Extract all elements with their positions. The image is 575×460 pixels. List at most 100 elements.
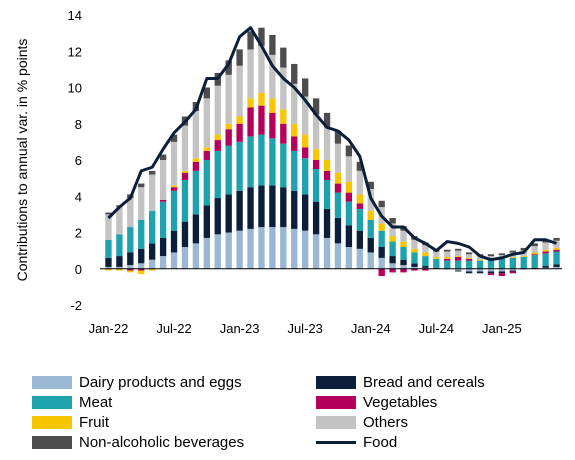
bar-segment (312, 149, 320, 161)
bar-segment (236, 141, 243, 191)
bar-segment (291, 228, 298, 269)
y-tick-label: 12 (68, 44, 82, 59)
bar-segment (105, 214, 112, 240)
bar-segment (258, 185, 265, 228)
bar-segment (170, 134, 178, 142)
bar-segment (302, 147, 309, 159)
bar-segment (487, 256, 495, 260)
legend-swatch (32, 395, 72, 409)
bar-segment (509, 271, 516, 274)
bar-segment (444, 256, 451, 259)
bar-segment (170, 230, 178, 253)
bar-segment (214, 85, 221, 135)
bar-segment (444, 260, 451, 269)
bar-segment (345, 181, 353, 193)
bar-segment (476, 268, 484, 272)
bar-segment (465, 257, 473, 259)
bar-segment (181, 221, 189, 248)
bar-segment (356, 248, 363, 269)
legend-item: Others (316, 412, 408, 432)
bar-segment (476, 271, 484, 274)
bar-segment (323, 208, 331, 238)
bar-segment (378, 200, 385, 208)
bar-segment (203, 150, 210, 160)
bar-segment (553, 264, 560, 267)
bar-segment (116, 234, 123, 257)
bar-segment (356, 208, 363, 231)
bar-segment (345, 225, 353, 247)
bar-segment (181, 125, 189, 171)
bar-segment (192, 161, 200, 171)
bar-segment (159, 199, 167, 202)
x-tick-label: Jan-22 (89, 321, 129, 336)
bar-segment (487, 259, 495, 269)
y-tick-label: 0 (75, 262, 82, 277)
bar-segment (159, 154, 167, 160)
bar-segment (203, 147, 210, 151)
bar-segment (159, 160, 167, 200)
bar-segment (236, 49, 243, 66)
bar-segment (291, 63, 298, 84)
bar-segment (323, 112, 331, 128)
bar-segment (302, 78, 309, 97)
bar-segment (149, 259, 156, 269)
bar-segment (411, 239, 418, 249)
bar-segment (247, 136, 254, 188)
bar-segment (553, 249, 560, 252)
bar-segment (302, 134, 309, 148)
bar-segment (509, 257, 516, 269)
x-tick-label: Jul-23 (287, 321, 322, 336)
bar-segment (444, 258, 451, 261)
bar-segment (280, 123, 287, 144)
bar-segment (214, 234, 221, 269)
legend-swatch (32, 435, 72, 449)
bar-segment (247, 98, 254, 108)
bar-segment (323, 179, 331, 209)
legend-item: Vegetables (316, 392, 437, 412)
bar-segment (553, 266, 560, 269)
bar-segment (531, 243, 538, 247)
legend-label: Meat (79, 393, 113, 411)
bar-segment (334, 131, 342, 144)
bar-segment (455, 270, 462, 272)
bar-segment (323, 127, 331, 161)
bar-segment (269, 98, 276, 113)
bar-segment (127, 252, 134, 266)
bar-segment (236, 116, 243, 124)
legend-label: Food (363, 433, 398, 451)
bar-segment (389, 256, 396, 264)
bar-segment (345, 192, 353, 202)
bar-segment (247, 187, 254, 229)
bar-segment (127, 268, 134, 271)
bar-segment (411, 268, 418, 271)
bar-segment (498, 258, 506, 269)
legend-label: Non-alcoholic beverages (79, 433, 245, 451)
bar-segment (181, 179, 189, 222)
bar-segment (116, 268, 123, 271)
bar-segment (225, 129, 232, 146)
bar-segment (531, 255, 538, 268)
bar-segment (181, 170, 189, 173)
bar-segment (411, 266, 418, 269)
bar-segment (487, 271, 495, 274)
bar-segment (389, 268, 396, 273)
bar-segment (159, 256, 167, 269)
bar-segment (312, 169, 320, 202)
bar-segment (542, 242, 549, 250)
bar-segment (465, 254, 473, 258)
bar-segment (105, 212, 112, 215)
bar-segment (444, 251, 451, 257)
bar-segment (138, 270, 145, 275)
bar-segment (422, 268, 429, 271)
bar-segment (280, 227, 287, 269)
bar-segment (236, 190, 243, 231)
bar-segment (291, 150, 298, 191)
legend-swatch (316, 395, 356, 409)
bar-segment (192, 243, 200, 269)
bar-segment (389, 223, 396, 237)
bar-segment (367, 237, 374, 253)
bar-segment (170, 141, 178, 186)
bar-segment (465, 268, 473, 272)
bar-segment (400, 268, 407, 273)
bar-segment (553, 240, 560, 248)
